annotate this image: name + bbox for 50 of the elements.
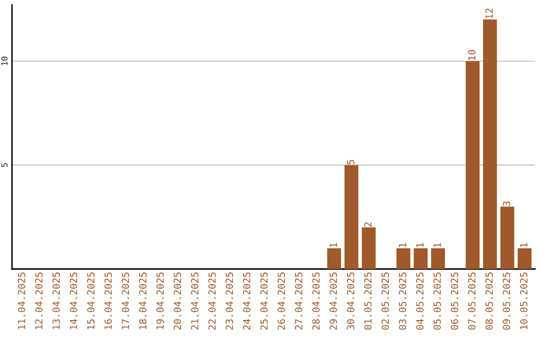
bar <box>362 227 376 269</box>
x-tick-label: 07.05.2025 <box>468 272 476 330</box>
x-tick-label: 21.04.2025 <box>191 272 198 330</box>
x-tick-label: 19.04.2025 <box>156 272 164 330</box>
bar <box>414 248 428 269</box>
x-tick-label: 10.05.2025 <box>520 272 528 330</box>
data-label: 1 <box>330 243 337 248</box>
data-label: 2 <box>364 222 372 227</box>
x-tick-label: 18.04.2025 <box>139 272 146 330</box>
x-tick-label: 01.05.2025 <box>364 272 372 330</box>
x-tick-label: 29.04.2025 <box>330 272 337 330</box>
x-tick-label: 16.04.2025 <box>104 272 112 330</box>
x-tick-label: 09.05.2025 <box>502 272 510 330</box>
x-tick-label: 04.05.2025 <box>416 272 424 330</box>
data-label: 5 <box>347 160 354 164</box>
x-tick-label: 25.04.2025 <box>260 272 268 330</box>
x-tick-label: 06.05.2025 <box>450 272 458 330</box>
x-tick-label: 02.05.2025 <box>382 272 389 330</box>
x-tick-label: 23.04.2025 <box>226 272 234 330</box>
x-tick-label: 14.04.2025 <box>70 272 78 330</box>
bar <box>431 248 445 269</box>
data-label: 1 <box>434 243 441 248</box>
x-tick-label: 22.04.2025 <box>208 272 216 330</box>
bar <box>396 248 410 269</box>
bar <box>344 165 358 269</box>
data-label: 1 <box>520 243 528 248</box>
x-tick-label: 12.04.2025 <box>35 272 43 330</box>
x-tick-label: 27.04.2025 <box>294 272 302 330</box>
x-tick-label: 15.04.2025 <box>87 272 95 330</box>
x-tick-label: 05.05.2025 <box>434 272 441 330</box>
x-tick-label: 03.05.2025 <box>398 272 406 330</box>
x-tick-label: 24.04.2025 <box>243 272 250 330</box>
x-tick-label: 08.05.2025 <box>485 272 493 330</box>
x-tick-label: 17.04.2025 <box>122 272 130 330</box>
bar <box>500 206 514 269</box>
x-tick-label: 20.04.2025 <box>174 272 182 330</box>
x-tick-label: 30.04.2025 <box>346 272 354 330</box>
x-tick-label: 26.04.2025 <box>278 272 286 330</box>
bar <box>327 248 342 269</box>
data-label: 10 <box>468 50 476 60</box>
bar <box>466 61 480 269</box>
data-label: 3 <box>502 202 510 206</box>
x-tick-label: 11.04.2025 <box>18 272 26 330</box>
data-label: 1 <box>416 243 424 248</box>
data-label: 12 <box>485 8 493 18</box>
x-tick-label: 28.04.2025 <box>312 272 320 330</box>
bar <box>483 20 497 269</box>
data-label: 1 <box>399 243 406 248</box>
bar <box>518 248 532 269</box>
x-tick-label: 13.04.2025 <box>52 272 60 330</box>
